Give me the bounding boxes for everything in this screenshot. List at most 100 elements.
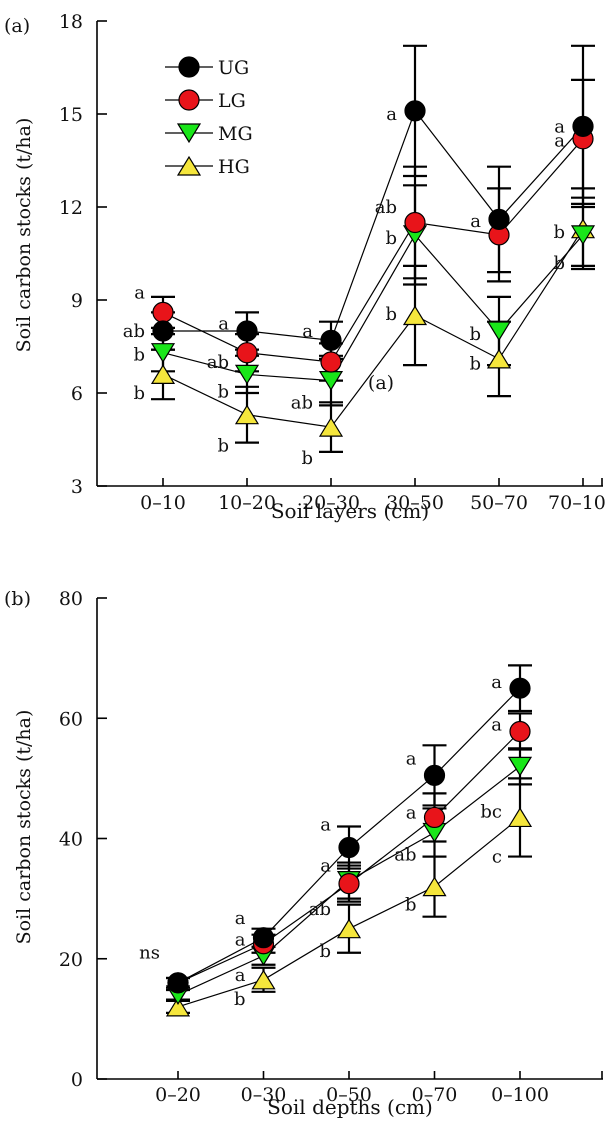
- significance-letter-a: ab: [207, 352, 229, 373]
- x-tick-label-b: 0–20: [155, 1084, 201, 1106]
- significance-letter-a: a: [134, 282, 145, 303]
- significance-letter-b: b: [319, 941, 331, 962]
- significance-letter-b: ab: [394, 845, 416, 866]
- significance-letter-a: b: [469, 324, 481, 345]
- y-tick-label-a: 6: [71, 383, 83, 405]
- significance-letter-a: ab: [123, 321, 145, 342]
- series-line-UG-a: [163, 109, 584, 341]
- x-axis-label-b: Soil depths (cm): [267, 1095, 433, 1119]
- x-tick-label-a: 0–10: [140, 492, 186, 514]
- data-point-HG-a: [402, 305, 428, 326]
- chart-panel-b: (b) Soil carbon stocks (t/ha) Soil depth…: [4, 588, 603, 1119]
- data-point-HG-b: [336, 918, 362, 939]
- significance-letter-a: ab: [375, 197, 397, 218]
- significance-letter-b: bc: [480, 801, 502, 822]
- series-group-a: [150, 44, 596, 453]
- series-line-MG-a: [162, 233, 584, 382]
- data-point-MG-a: [150, 343, 176, 363]
- y-tick-label-a: 9: [71, 290, 83, 312]
- y-axis-label-b: Soil carbon stocks (t/ha): [13, 710, 35, 945]
- data-point-UG-b: [338, 836, 360, 859]
- significance-letter-a: b: [385, 228, 397, 249]
- significance-letter-a: a: [218, 313, 229, 334]
- significance-letter-a: b: [301, 448, 313, 469]
- data-point-UG-b: [509, 677, 531, 699]
- data-point-UG-a: [320, 329, 342, 351]
- legend-marker-MG: [176, 123, 202, 144]
- x-tick-label-b: 0–50: [326, 1084, 372, 1106]
- series-group-b: [165, 664, 533, 1017]
- significance-letter-a: a: [554, 116, 565, 137]
- y-tick-label-a: 12: [59, 197, 83, 219]
- legend-marker-HG: [176, 155, 202, 176]
- significance-letter-b: c: [492, 847, 502, 868]
- data-point-MG-a: [570, 225, 596, 246]
- significance-letter-b: a: [491, 672, 502, 693]
- legend-label-MG: MG: [218, 123, 253, 145]
- legend-marker-UG: [178, 56, 200, 78]
- significance-letter-b: ab: [309, 899, 331, 920]
- inner-label-a: (a): [368, 372, 394, 394]
- significance-letter-b: a: [406, 803, 417, 824]
- significance-letter-a: b: [217, 436, 229, 457]
- data-point-LG-a: [320, 351, 342, 373]
- data-point-UG-b: [167, 972, 189, 994]
- legend-marker-LG: [178, 89, 200, 111]
- data-point-HG-a: [318, 416, 344, 437]
- data-point-LG-a: [404, 211, 426, 234]
- series-line-LG-a: [162, 138, 584, 363]
- x-axis-label-a: Soil layers (cm): [271, 499, 429, 523]
- y-axis-label-a: Soil carbon stocks (t/ha): [13, 118, 35, 353]
- data-point-MG-b: [507, 756, 533, 777]
- data-point-UG-a: [572, 115, 594, 138]
- legend-label-HG: HG: [218, 156, 250, 178]
- axes-b: 0 20 40 60 80 0–20 0–30 0–50 0–70 0–100: [59, 588, 603, 1106]
- significance-letter-b: a: [235, 965, 246, 986]
- y-tick-label-b: 20: [59, 949, 83, 971]
- x-tick-label-a: 20–30: [302, 492, 360, 514]
- data-point-HG-b: [422, 876, 447, 897]
- x-tick-label-b: 0–100: [491, 1084, 549, 1106]
- x-tick-label-a: 70–100: [548, 492, 606, 514]
- data-point-HG-a: [234, 404, 260, 425]
- significance-letter-a: b: [133, 344, 145, 365]
- data-point-HG-b: [507, 807, 533, 828]
- significance-letter-a: b: [469, 354, 481, 375]
- data-point-LG-b: [423, 806, 446, 829]
- data-point-UG-a: [152, 320, 174, 342]
- data-point-HG-b: [251, 969, 276, 990]
- significance-letter-b: b: [234, 989, 246, 1010]
- data-point-UG-a: [236, 320, 258, 342]
- data-point-LG-a: [152, 301, 174, 323]
- y-tick-label-b: 60: [59, 708, 83, 730]
- data-point-UG-a: [404, 100, 426, 122]
- significance-letter-b: a: [320, 856, 331, 877]
- significance-letter-b: b: [405, 895, 417, 916]
- chart-panel-a: (a) Soil carbon stocks (t/ha) Soil layer…: [4, 11, 606, 523]
- y-tick-label-a: 3: [71, 476, 83, 498]
- data-point-LG-b: [338, 872, 360, 895]
- y-tick-label-a: 15: [59, 104, 83, 126]
- significance-letter-a: b: [553, 253, 565, 274]
- axes-a: 3 6 9 12 15 18 0–10 10–20 20–30 30–50 50–70 70–100: [59, 11, 606, 514]
- significance-letter-a: ab: [291, 392, 313, 413]
- panel-label-b: (b): [4, 588, 31, 610]
- significance-letter-a: a: [386, 104, 397, 125]
- significance-letter-a: a: [302, 321, 313, 342]
- y-tick-label-b: 80: [59, 588, 83, 610]
- data-point-HG-a: [486, 348, 512, 369]
- data-point-UG-a: [488, 208, 510, 230]
- legend-label-LG: LG: [218, 90, 246, 112]
- legend-a: UG LG MG HG: [165, 56, 253, 178]
- data-point-MG-a: [486, 321, 512, 342]
- data-point-UG-b: [423, 764, 446, 786]
- significance-letter-a: b: [553, 222, 565, 243]
- significance-letter-b: a: [235, 930, 246, 951]
- significance-letter-b: a: [235, 908, 246, 929]
- x-tick-label-a: 50–70: [470, 492, 528, 514]
- significance-letter-a: a: [554, 130, 565, 151]
- x-tick-label-a: 10–20: [218, 492, 276, 514]
